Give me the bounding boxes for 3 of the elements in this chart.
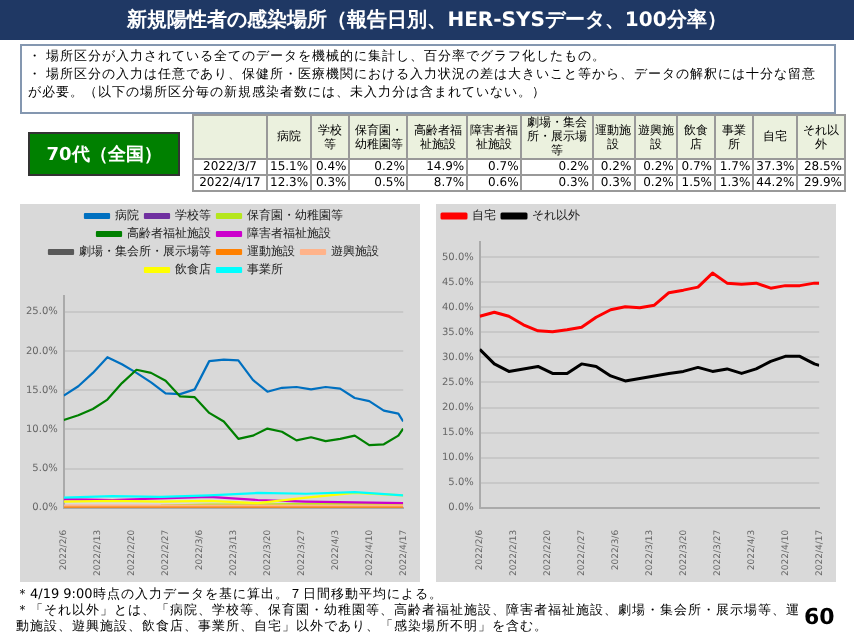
- text: 60: [804, 604, 835, 630]
- text: 70代（全国）: [28, 132, 180, 176]
- text: 新規陽性者の感染場所（報告日別、HER-SYSデータ、100分率）: [0, 0, 854, 40]
